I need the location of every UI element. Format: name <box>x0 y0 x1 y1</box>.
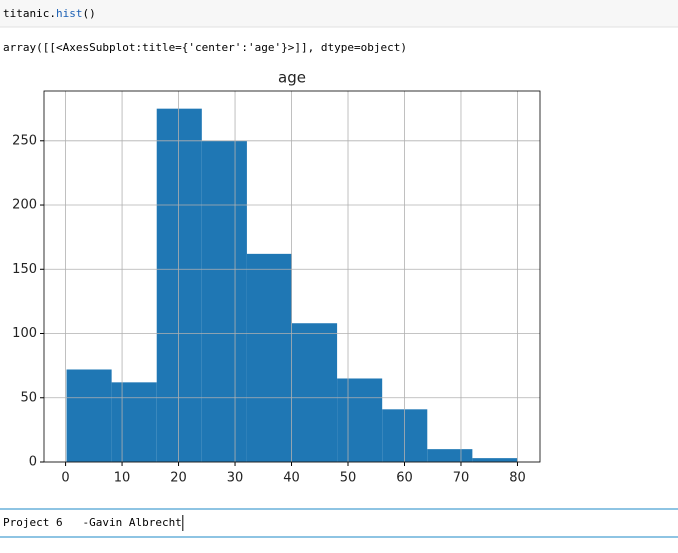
bar <box>292 323 338 462</box>
x-tick-label: 60 <box>396 471 413 486</box>
code-part: hist <box>56 7 83 20</box>
bar <box>201 140 247 462</box>
bar <box>66 369 112 462</box>
x-tick-label: 80 <box>509 471 526 486</box>
bar <box>337 378 383 462</box>
code-cell[interactable] <box>0 0 678 27</box>
output-text: array([[<AxesSubplot:title={'center':'ag… <box>3 41 407 54</box>
plot: 0 10 20 30 40 50 60 70 80 0 50 100 150 200 250 <box>12 90 541 486</box>
x-tick-label: 0 <box>61 471 69 486</box>
bar <box>111 382 157 462</box>
bar <box>156 108 202 463</box>
x-tick-label: 30 <box>227 471 244 486</box>
x-tick-label: 40 <box>283 471 300 486</box>
x-tick-label: 20 <box>170 471 187 486</box>
bar <box>472 458 518 462</box>
y-tick-label: 150 <box>12 262 37 277</box>
bar <box>246 253 292 462</box>
x-tick-label: 50 <box>340 471 357 486</box>
code-part: () <box>82 7 95 20</box>
y-tick-label: 100 <box>12 326 37 341</box>
x-tick-label: 10 <box>114 471 131 486</box>
y-tick-label: 200 <box>12 198 37 213</box>
code-text: titanic.hist() <box>3 7 96 20</box>
y-tick-label: 50 <box>20 390 37 405</box>
markdown-text[interactable]: Project 6 -Gavin Albrecht <box>3 516 182 529</box>
chart-title: age <box>278 69 306 87</box>
code-part: titanic. <box>3 7 56 20</box>
plot-frame <box>43 90 541 463</box>
x-tick-label: 70 <box>453 471 470 486</box>
bar <box>427 449 473 462</box>
y-tick-label: 0 <box>29 455 37 470</box>
y-tick-label: 250 <box>12 133 37 148</box>
